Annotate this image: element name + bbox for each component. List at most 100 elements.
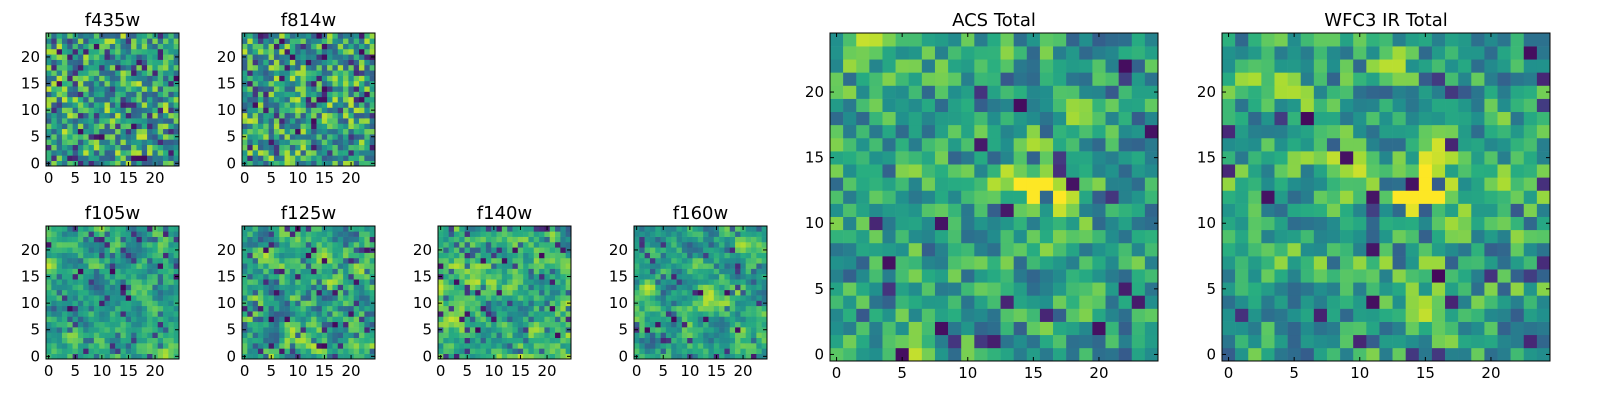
heatmap-cell <box>934 151 949 165</box>
heatmap-cell <box>1144 256 1159 270</box>
heatmap-cell <box>152 134 159 140</box>
heatmap-cell <box>327 118 333 124</box>
heatmap-cell <box>327 54 333 60</box>
heatmap-cell <box>46 96 52 103</box>
heatmap-cell <box>257 102 264 108</box>
heatmap-cell <box>501 311 508 317</box>
heatmap-cell <box>895 229 910 244</box>
heatmap-cell <box>257 75 264 82</box>
heatmap-cell <box>1000 216 1014 231</box>
heatmap-cell <box>77 289 84 296</box>
heatmap-cell <box>1392 164 1406 178</box>
heatmap-cell <box>745 316 752 323</box>
heatmap-cell <box>273 107 280 114</box>
heatmap-cell <box>136 96 143 103</box>
heatmap-cell <box>72 321 79 328</box>
heatmap-cell <box>56 91 63 98</box>
heatmap-cell <box>687 348 693 354</box>
heatmap-cell <box>364 252 370 259</box>
heatmap-cell <box>660 300 667 307</box>
heatmap-cell <box>708 247 715 253</box>
heatmap-cell <box>61 91 68 98</box>
heatmap-cell <box>681 337 688 344</box>
heatmap-cell <box>369 48 376 55</box>
heatmap-cell <box>125 348 132 354</box>
heatmap-cell <box>448 353 455 360</box>
heatmap-cell <box>1079 111 1093 126</box>
heatmap-cell <box>311 295 317 301</box>
heatmap-cell <box>1313 282 1328 296</box>
heatmap-cell <box>512 295 519 301</box>
heatmap-cell <box>1300 308 1315 322</box>
heatmap-cell <box>1261 216 1275 231</box>
heatmap-cell <box>353 311 360 317</box>
heatmap-cell <box>1445 308 1459 322</box>
heatmap-cell <box>359 150 365 156</box>
heatmap-cell <box>332 43 339 50</box>
heatmap-cell <box>93 305 100 312</box>
heatmap-cell <box>295 284 301 291</box>
heatmap-cell <box>1000 308 1014 322</box>
heatmap-cell <box>337 59 344 66</box>
heatmap-cell <box>634 236 640 243</box>
heatmap-cell <box>348 295 355 301</box>
heatmap-cell <box>369 86 376 92</box>
heatmap-cell <box>544 236 551 243</box>
heatmap-cell <box>1144 269 1159 283</box>
heatmap-cell <box>77 247 84 253</box>
heatmap-cell <box>649 236 656 243</box>
heatmap-cell <box>305 273 312 280</box>
heatmap-cell <box>120 112 127 119</box>
heatmap-cell <box>337 150 344 156</box>
heatmap-cell <box>104 155 111 161</box>
heatmap-cell <box>353 134 360 140</box>
heatmap-cell <box>67 123 73 130</box>
heatmap-cell <box>51 80 57 87</box>
heatmap-cell <box>655 241 661 248</box>
heatmap-cell <box>83 102 89 108</box>
heatmap-cell <box>369 241 376 248</box>
heatmap-cell <box>173 118 180 124</box>
heatmap-cell <box>751 289 757 296</box>
heatmap-cell <box>1366 242 1380 257</box>
heatmap-cell <box>321 332 328 339</box>
heatmap-cell <box>46 263 52 269</box>
heatmap-cell <box>83 48 89 55</box>
heatmap-cell <box>300 128 307 135</box>
heatmap-cell <box>332 353 339 360</box>
panel-title: f125w <box>281 203 336 224</box>
heatmap-cell <box>77 257 84 264</box>
heatmap-cell <box>1340 308 1354 322</box>
heatmap-cell <box>480 321 487 328</box>
x-tick-label: 0 <box>44 169 54 187</box>
heatmap-cell <box>284 295 291 301</box>
heatmap-cell <box>316 231 323 237</box>
heatmap-cell <box>252 155 259 161</box>
heatmap-cell <box>485 305 492 312</box>
heatmap-cell <box>279 343 285 349</box>
heatmap-cell <box>687 337 693 344</box>
heatmap-cell <box>321 123 328 130</box>
heatmap-cell <box>305 241 312 248</box>
heatmap-cell <box>507 348 513 354</box>
heatmap-cell <box>163 332 169 339</box>
heatmap-cell <box>173 236 180 243</box>
heatmap-cell <box>273 236 280 243</box>
heatmap-cell <box>343 38 349 44</box>
heatmap-cell <box>1326 177 1341 191</box>
heatmap-cell <box>93 155 100 161</box>
heatmap-cell <box>157 112 164 119</box>
heatmap-cell <box>125 150 132 156</box>
heatmap-cell <box>533 263 540 269</box>
heatmap-cell <box>1079 59 1093 73</box>
heatmap-cell <box>459 268 465 275</box>
heatmap-cell <box>665 295 672 301</box>
heatmap-cell <box>882 256 896 270</box>
heatmap-cell <box>644 348 651 354</box>
heatmap-cell <box>1039 46 1054 60</box>
heatmap-cell <box>671 327 677 333</box>
heatmap-cell <box>523 241 529 248</box>
heatmap-cell <box>289 91 296 98</box>
heatmap-cell <box>252 337 259 344</box>
heatmap-cell <box>263 263 269 269</box>
